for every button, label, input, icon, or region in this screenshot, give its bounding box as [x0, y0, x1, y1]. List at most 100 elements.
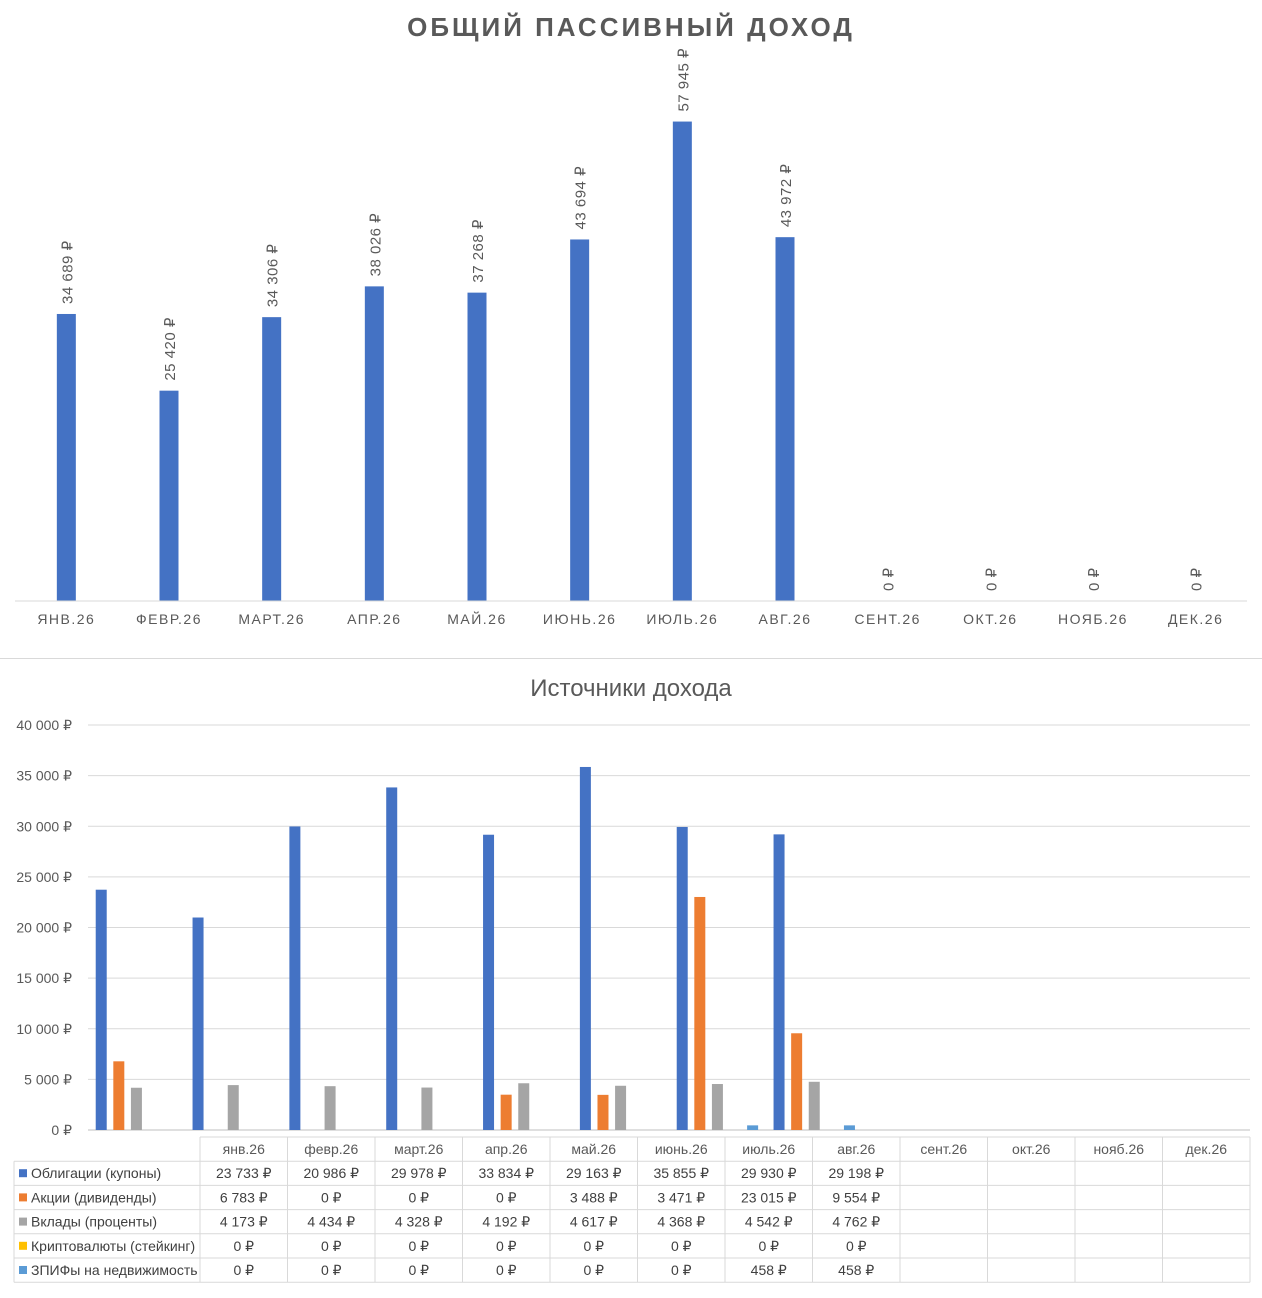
table-cell: 0 ₽	[321, 1189, 342, 1205]
data-label: 0 ₽	[983, 567, 1000, 591]
income-sources-chart: Источники дохода 0 ₽ 5 000 ₽ 10 000 ₽ 15 00…	[13, 675, 1251, 1283]
data-label: 34 306 ₽	[265, 244, 282, 308]
bar	[570, 239, 590, 601]
total-income-chart: ОБЩИЙ ПАССИВНЫЙ ДОХОД 34 689 ₽ 25 420 ₽ 34…	[15, 12, 1247, 627]
table-cell: 0 ₽	[408, 1189, 429, 1205]
legend-label: Криптовалюты (стейкинг)	[31, 1238, 195, 1254]
table-cell: 0 ₽	[671, 1238, 692, 1254]
table-cell: 29 978 ₽	[391, 1165, 447, 1181]
data-label: 34 689 ₽	[59, 240, 76, 304]
x-tick-label: ДЕК.26	[1168, 611, 1223, 627]
x-tick-label: ФЕВР.26	[136, 611, 202, 627]
x-tick-label: СЕНТ.26	[854, 611, 921, 627]
table-cell: 20 986 ₽	[303, 1165, 359, 1181]
table-cell: 23 015 ₽	[741, 1189, 797, 1205]
data-label: 57 945 ₽	[675, 48, 692, 112]
y-tick-label: 25 000 ₽	[16, 869, 72, 885]
table-column-header: апр.26	[485, 1141, 528, 1157]
data-label: 43 694 ₽	[573, 166, 590, 230]
table-cell: 0 ₽	[321, 1238, 342, 1254]
data-label: 38 026 ₽	[367, 213, 384, 277]
bar	[130, 1087, 142, 1130]
table-cell: 4 368 ₽	[657, 1214, 705, 1230]
table-cell: 29 930 ₽	[741, 1165, 797, 1181]
legend-label: Вклады (проценты)	[31, 1214, 157, 1230]
table-column-header: февр.26	[304, 1141, 358, 1157]
bar	[227, 1085, 239, 1130]
table-cell: 29 198 ₽	[828, 1165, 884, 1181]
bar	[159, 390, 179, 601]
table-column-header: июнь.26	[655, 1141, 708, 1157]
bar	[597, 1094, 609, 1130]
table-cell: 0 ₽	[496, 1262, 517, 1278]
table-cell: 0 ₽	[496, 1238, 517, 1254]
y-tick-label: 35 000 ₽	[16, 768, 72, 784]
bar	[773, 834, 785, 1130]
bar	[676, 826, 688, 1130]
y-tick-label: 5 000 ₽	[24, 1071, 72, 1087]
x-tick-label: АВГ.26	[758, 611, 811, 627]
bar	[56, 313, 76, 601]
bar	[775, 237, 795, 601]
data-label: 25 420 ₽	[162, 317, 179, 381]
table-cell: 0 ₽	[846, 1238, 867, 1254]
table-cell: 0 ₽	[233, 1238, 254, 1254]
table-cell: 0 ₽	[583, 1262, 604, 1278]
data-label: 0 ₽	[881, 567, 898, 591]
x-tick-label: ОКТ.26	[963, 611, 1018, 627]
bar	[95, 889, 107, 1130]
bar	[483, 834, 495, 1130]
table-cell: 0 ₽	[671, 1262, 692, 1278]
table-cell: 0 ₽	[758, 1238, 779, 1254]
bar	[808, 1081, 820, 1130]
legend-key	[19, 1169, 27, 1178]
bar	[192, 917, 204, 1130]
bar	[467, 292, 487, 601]
table-cell: 458 ₽	[751, 1262, 787, 1278]
bar	[791, 1033, 803, 1130]
table-column-header: сент.26	[920, 1141, 967, 1157]
legend-key	[19, 1217, 27, 1226]
bar	[262, 317, 282, 601]
table-column-header: дек.26	[1185, 1141, 1227, 1157]
bar	[843, 1125, 855, 1130]
y-tick-label: 10 000 ₽	[16, 1021, 72, 1037]
table-cell: 4 542 ₽	[745, 1214, 793, 1230]
table-column-header: июль.26	[742, 1141, 795, 1157]
legend-key	[19, 1193, 27, 1202]
table-cell: 4 192 ₽	[482, 1214, 530, 1230]
y-tick-label: 0 ₽	[51, 1122, 72, 1138]
table-cell: 0 ₽	[583, 1238, 604, 1254]
table-cell: 4 173 ₽	[220, 1214, 268, 1230]
table-cell: 33 834 ₽	[478, 1165, 534, 1181]
bar	[747, 1125, 759, 1130]
chart-title: ОБЩИЙ ПАССИВНЫЙ ДОХОД	[407, 12, 855, 42]
table-column-header: авг.26	[837, 1141, 875, 1157]
x-tick-label: ЯНВ.26	[37, 611, 95, 627]
table-cell: 4 617 ₽	[570, 1214, 618, 1230]
table-cell: 3 471 ₽	[657, 1189, 705, 1205]
bar	[113, 1061, 125, 1130]
table-column-header: янв.26	[223, 1141, 265, 1157]
legend-label: Акции (дивиденды)	[31, 1189, 157, 1205]
x-tick-label: АПР.26	[347, 611, 401, 627]
y-tick-label: 30 000 ₽	[16, 818, 72, 834]
bar	[518, 1083, 530, 1130]
chart-divider	[0, 658, 1262, 659]
table-cell: 4 328 ₽	[395, 1214, 443, 1230]
data-label: 43 972 ₽	[778, 164, 795, 228]
y-tick-label: 20 000 ₽	[16, 920, 72, 936]
table-column-header: нояб.26	[1093, 1141, 1144, 1157]
y-tick-label: 40 000 ₽	[16, 717, 72, 733]
x-tick-label: ИЮЛЬ.26	[646, 611, 718, 627]
table-cell: 29 163 ₽	[566, 1165, 622, 1181]
table-cell: 0 ₽	[408, 1262, 429, 1278]
bar	[694, 896, 706, 1130]
table-cell: 0 ₽	[496, 1189, 517, 1205]
y-tick-label: 15 000 ₽	[16, 970, 72, 986]
table-cell: 35 855 ₽	[653, 1165, 709, 1181]
bar	[421, 1087, 433, 1130]
bar	[615, 1085, 627, 1130]
table-cell: 0 ₽	[321, 1262, 342, 1278]
bar	[672, 121, 692, 602]
